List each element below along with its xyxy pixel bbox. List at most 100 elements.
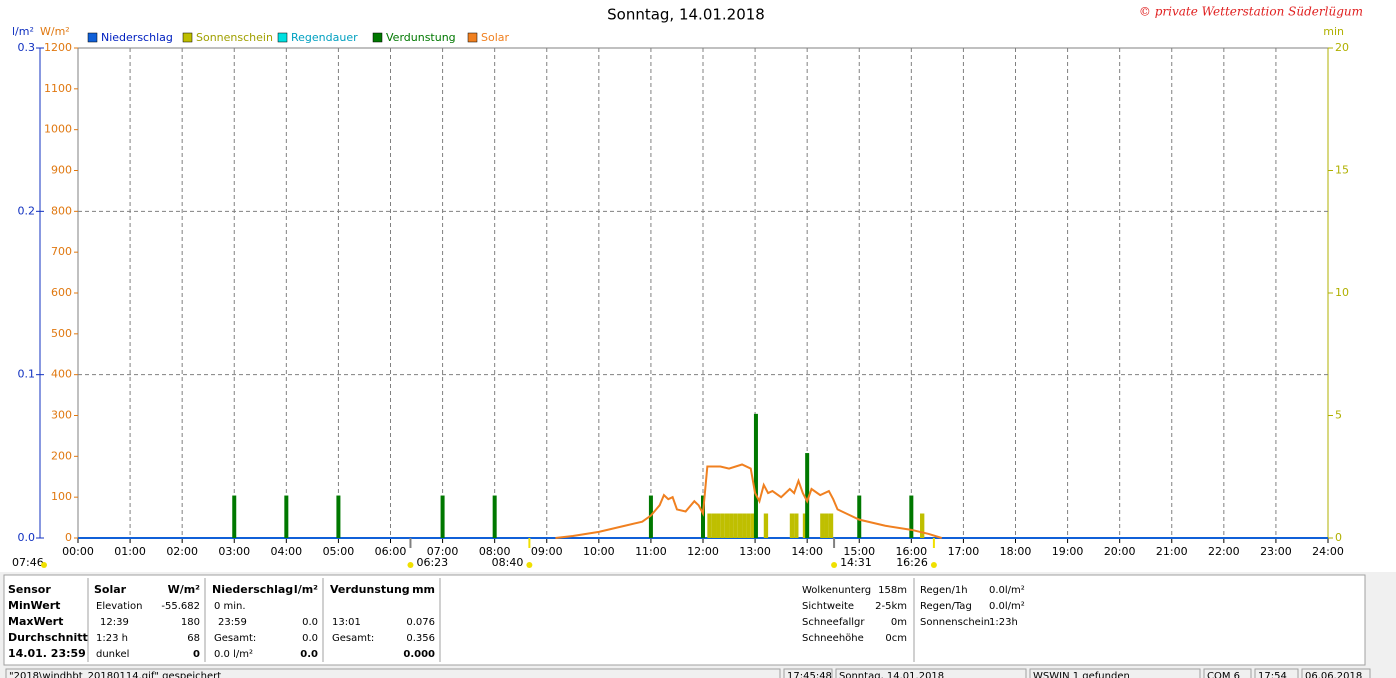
annotation: 16:26 xyxy=(896,556,928,569)
info-label: Regen/Tag xyxy=(920,601,972,612)
y-tick-label: 700 xyxy=(51,245,72,258)
legend-label: Sonnenschein xyxy=(196,31,273,44)
bar xyxy=(789,513,795,538)
info-value: 2-5km xyxy=(875,601,907,612)
line xyxy=(555,463,943,539)
group-title: Niederschlag xyxy=(212,583,293,596)
x-tick-label: 08:00 xyxy=(479,545,511,558)
bar xyxy=(724,513,730,538)
cell: Gesamt: xyxy=(332,633,374,644)
legend-swatch xyxy=(372,32,383,43)
bar xyxy=(701,495,705,538)
group-unit: mm xyxy=(412,583,435,596)
status-text: WSWIN 1 gefunden xyxy=(1033,671,1130,678)
x-tick-label: 06:00 xyxy=(375,545,407,558)
y3-tick-label: 0.0 xyxy=(18,531,36,544)
bar xyxy=(750,513,756,538)
cell: 0.000 xyxy=(403,649,435,660)
status-text: COM 6 xyxy=(1207,671,1240,678)
bar xyxy=(440,495,445,538)
x-tick-label: 11:00 xyxy=(635,545,667,558)
y2-tick-label: 15 xyxy=(1335,164,1349,177)
status-text: "2018\windhbt_20180114.gif" gespeichert xyxy=(9,671,221,678)
cell: 0.0 xyxy=(300,649,318,660)
bar xyxy=(920,513,925,538)
y-tick-label: 900 xyxy=(51,164,72,177)
sun-dot xyxy=(930,562,937,568)
y-tick-label: 300 xyxy=(51,409,72,422)
cell: dunkel xyxy=(96,649,129,660)
bar xyxy=(336,495,341,538)
info-value: 0.0l/m² xyxy=(989,601,1025,612)
y-tick-label: 600 xyxy=(51,286,72,299)
bar xyxy=(648,495,653,538)
info-value: 0m xyxy=(891,617,907,628)
bar xyxy=(820,513,825,538)
info-label: Schneehöhe xyxy=(802,633,864,644)
x-tick-label: 21:00 xyxy=(1156,545,1188,558)
status-cell xyxy=(1254,668,1299,678)
status-cell xyxy=(835,668,1027,678)
bar xyxy=(729,513,734,538)
y-tick-label: 1200 xyxy=(44,41,72,54)
bar xyxy=(824,513,829,538)
cell: 68 xyxy=(187,633,200,644)
x-tick-label: 10:00 xyxy=(583,545,615,558)
legend-label: Regendauer xyxy=(291,31,358,44)
bar xyxy=(857,495,862,538)
bar xyxy=(492,495,497,538)
x-tick-label: 24:00 xyxy=(1312,545,1344,558)
bar xyxy=(720,513,725,538)
y-tick-label: 200 xyxy=(51,449,72,462)
y-unit: W/m² xyxy=(40,25,70,38)
x-tick-label: 17:00 xyxy=(948,545,980,558)
x-tick-label: 18:00 xyxy=(1000,545,1032,558)
bar xyxy=(737,513,743,538)
x-tick-label: 05:00 xyxy=(323,545,355,558)
bar xyxy=(716,513,721,538)
row-label: MinWert xyxy=(8,599,60,612)
legend-label: Verdunstung xyxy=(386,31,456,44)
bar xyxy=(742,513,747,538)
cell: 23:59 xyxy=(218,617,247,628)
bar xyxy=(711,513,717,538)
row-label: Durchschnitt xyxy=(8,631,88,644)
x-tick-label: 15:00 xyxy=(843,545,875,558)
cell: 0.076 xyxy=(406,617,435,628)
info-label: Wolkenunterg xyxy=(802,585,871,596)
annotation: 08:40 xyxy=(492,556,524,569)
cell: 180 xyxy=(181,617,200,628)
y3-tick-label: 0.3 xyxy=(18,41,36,54)
x-tick-label: 16:00 xyxy=(895,545,927,558)
x-tick-label: 19:00 xyxy=(1052,545,1084,558)
row-label: 14.01. 23:59 xyxy=(8,647,86,660)
bar xyxy=(707,513,712,538)
status-text: 06.06.2018 xyxy=(1305,671,1362,678)
y-tick-label: 500 xyxy=(51,327,72,340)
group-unit: l/m² xyxy=(294,583,318,596)
y-tick-label: 800 xyxy=(51,204,72,217)
status-cell xyxy=(1203,668,1252,678)
legend-label: Solar xyxy=(481,31,510,44)
status-cell xyxy=(1301,668,1371,678)
y3-unit: l/m² xyxy=(12,25,34,38)
y-tick-label: 100 xyxy=(51,490,72,503)
legend-swatch xyxy=(277,32,288,43)
info-label: Regen/1h xyxy=(920,585,968,596)
info-value: 0.0l/m² xyxy=(989,585,1025,596)
x-tick-label: 07:00 xyxy=(427,545,459,558)
status-text: 17:54 xyxy=(1258,671,1287,678)
x-tick-label: 23:00 xyxy=(1260,545,1292,558)
group-title: Solar xyxy=(94,583,127,596)
status-cell xyxy=(1029,668,1201,678)
sun-dot xyxy=(407,562,414,568)
chart-title: Sonntag, 14.01.2018 xyxy=(607,6,765,24)
cell: 0.0 l/m² xyxy=(214,649,253,660)
info-label: Schneefallgr xyxy=(802,617,865,628)
y3-tick-label: 0.2 xyxy=(18,204,36,217)
x-tick-label: 03:00 xyxy=(218,545,250,558)
cell: 13:01 xyxy=(332,617,361,628)
bar xyxy=(909,495,914,538)
cell: 0 min. xyxy=(214,601,246,612)
